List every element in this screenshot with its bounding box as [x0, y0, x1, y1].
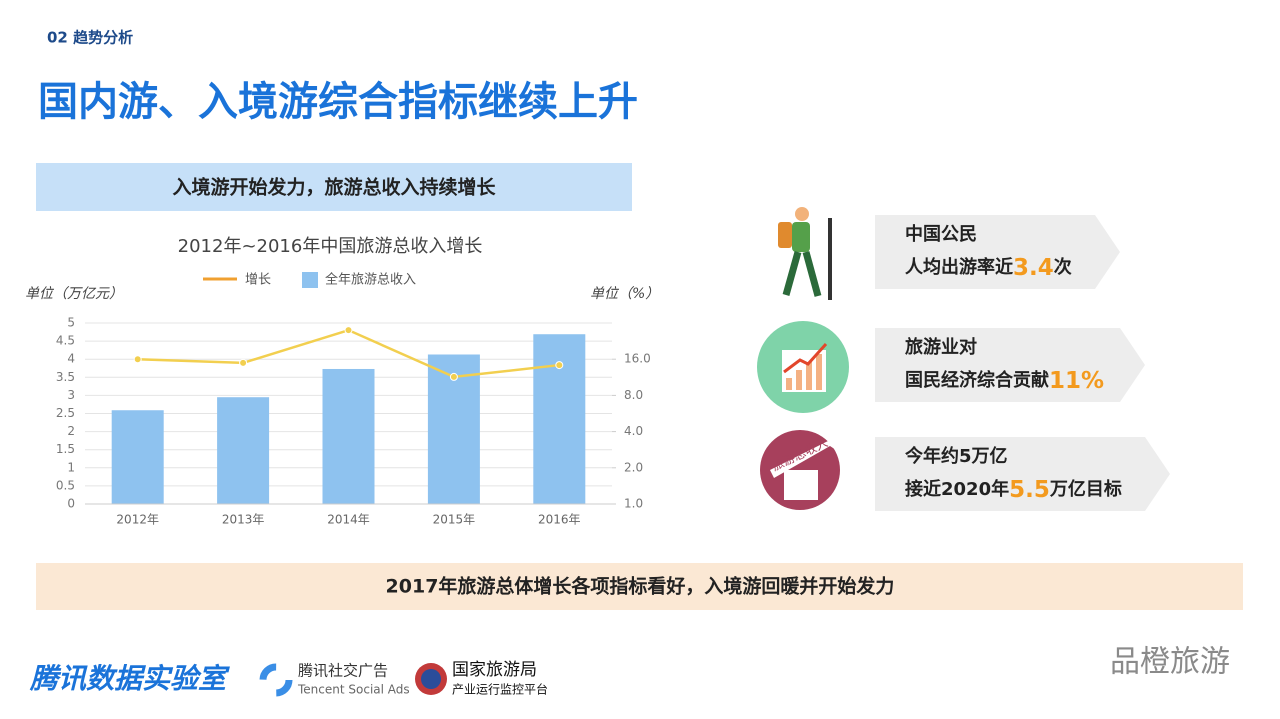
card-line1: 中国公民 [905, 223, 977, 245]
banner: 入境游开始发力，旅游总收入持续增长 [172, 176, 496, 199]
highlight: 5.5 [1009, 477, 1050, 503]
y-tick-label: 1.5 [56, 442, 75, 456]
card-bg [875, 437, 1170, 511]
card-line2: 人均出游率近3.4次 [905, 255, 1072, 281]
card-text: 万亿目标 [1049, 478, 1122, 500]
footer-cnta: 国家旅游局 [452, 660, 537, 680]
y-tick-label: 3.5 [56, 370, 75, 384]
conclusion: 2017年旅游总体增长各项指标看好，入境游回暖并开始发力 [386, 575, 895, 598]
x-tick-label: 2012年 [116, 513, 159, 527]
y-tick-label: 2.5 [56, 406, 75, 420]
card-line2: 国民经济综合贡献11% [905, 368, 1104, 394]
watermark: 品橙旅游 [1110, 645, 1230, 680]
footer-ads-cn: 腾讯社交广告 [298, 662, 388, 680]
y2-tick-label: 8.0 [624, 388, 643, 402]
x-tick-label: 2013年 [222, 513, 265, 527]
line-point [344, 326, 353, 335]
y-tick-label: 0.5 [56, 478, 75, 492]
line-point [449, 372, 458, 381]
x-tick-label: 2016年 [538, 513, 581, 527]
y2-tick-label: 1.0 [624, 497, 643, 511]
growth-icon [757, 321, 849, 413]
y-tick-label: 4.5 [56, 334, 75, 348]
footer-lab: 腾讯数据实验室 [29, 662, 230, 695]
y-tick-label: 5 [67, 316, 75, 330]
card-line2: 接近2020年5.5万亿目标 [905, 477, 1122, 503]
y-tick-label: 3 [67, 388, 75, 402]
y-axis-label: 单位（万亿元） [25, 286, 123, 302]
section: 02 趋势分析 [47, 29, 133, 47]
highlight: 3.4 [1013, 255, 1054, 281]
y-tick-label: 0 [67, 497, 75, 511]
y2-tick-label: 16.0 [624, 352, 651, 366]
legend-label: 全年旅游总收入 [325, 272, 416, 288]
card-text: 人均出游率近 [905, 256, 1013, 278]
legend-swatch [302, 272, 318, 288]
line-point [133, 355, 142, 364]
bar [533, 334, 586, 504]
banner-bg [36, 163, 632, 211]
card-line1: 旅游业对 [905, 336, 977, 358]
hiker-icon [778, 207, 832, 300]
y-tick-label: 2 [67, 424, 75, 438]
y2-axis-label: 单位（%） [590, 286, 659, 302]
card-text: 国民经济综合贡献 [905, 369, 1049, 391]
line-point [555, 361, 564, 370]
legend-label: 增长 [245, 273, 271, 288]
y2-tick-label: 4.0 [624, 424, 643, 438]
card-text: 次 [1054, 256, 1072, 278]
y2-tick-label: 2.0 [624, 460, 643, 474]
footer-ads-en: Tencent Social Ads [297, 683, 410, 697]
card-bg [875, 328, 1145, 402]
slide-title: 国内游、入境游综合指标继续上升 [38, 79, 638, 125]
card-text: 接近2020年 [905, 478, 1009, 500]
card-line1: 今年约5万亿 [905, 445, 1008, 467]
line-point [239, 358, 248, 367]
conclusion-bg [36, 563, 1243, 610]
revenue-icon: 旅游总收入 [760, 428, 840, 510]
bar [322, 368, 375, 504]
y-tick-label: 4 [67, 352, 75, 366]
footer-cnta-sub: 产业运行监控平台 [452, 682, 548, 697]
bar [217, 397, 270, 504]
highlight: 11% [1049, 368, 1104, 394]
x-tick-label: 2014年 [327, 513, 370, 527]
y-tick-label: 1 [67, 460, 75, 474]
card-bg [875, 215, 1120, 289]
chart-title: 2012年~2016年中国旅游总收入增长 [178, 236, 483, 257]
bar [111, 410, 164, 504]
ads-logo [259, 663, 293, 697]
x-tick-label: 2015年 [433, 513, 476, 527]
